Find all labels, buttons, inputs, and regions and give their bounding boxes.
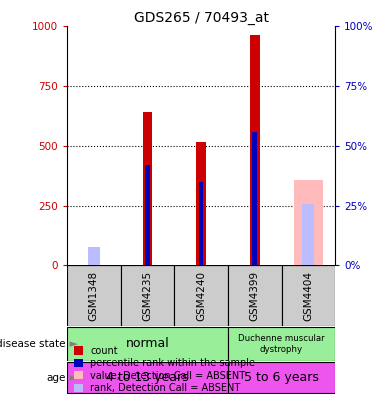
Text: GSM4399: GSM4399: [250, 271, 260, 321]
Bar: [145, 165, 150, 265]
Text: age: age: [47, 373, 66, 383]
Bar: [250, 35, 260, 265]
Text: ►: ►: [66, 339, 78, 349]
Title: GDS265 / 70493_at: GDS265 / 70493_at: [134, 11, 268, 25]
Bar: [228, 362, 335, 393]
Bar: [174, 265, 228, 326]
Bar: [252, 132, 257, 265]
Bar: [282, 265, 335, 326]
Text: 5 to 6 years: 5 to 6 years: [244, 371, 319, 384]
Legend: count, percentile rank within the sample, value, Detection Call = ABSENT, rank, : count, percentile rank within the sample…: [72, 344, 257, 395]
Bar: [199, 181, 203, 265]
Bar: [303, 204, 314, 265]
Bar: [88, 248, 100, 265]
Bar: [67, 362, 228, 393]
Text: GSM4235: GSM4235: [142, 271, 152, 321]
Bar: [142, 112, 152, 265]
Text: normal: normal: [126, 337, 169, 350]
Bar: [294, 180, 323, 265]
Bar: [121, 265, 174, 326]
Bar: [196, 142, 206, 265]
Bar: [228, 265, 282, 326]
Bar: [67, 327, 228, 361]
Text: GSM4404: GSM4404: [303, 271, 313, 321]
Text: disease state: disease state: [0, 339, 66, 349]
Bar: [228, 327, 335, 361]
Text: GSM1348: GSM1348: [89, 271, 99, 321]
Text: ►: ►: [66, 373, 78, 383]
Bar: [67, 265, 121, 326]
Text: 4 to 13 years: 4 to 13 years: [106, 371, 189, 384]
Text: GSM4240: GSM4240: [196, 271, 206, 321]
Text: Duchenne muscular
dystrophy: Duchenne muscular dystrophy: [238, 334, 325, 354]
